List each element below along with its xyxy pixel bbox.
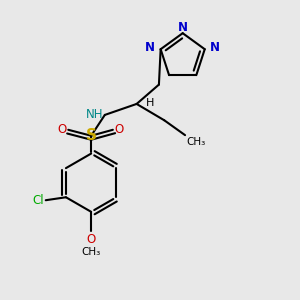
Text: CH₃: CH₃: [187, 136, 206, 147]
Text: Cl: Cl: [32, 194, 44, 207]
Text: H: H: [146, 98, 154, 108]
Text: CH₃: CH₃: [82, 247, 101, 257]
Text: N: N: [145, 41, 155, 54]
Text: S: S: [85, 128, 97, 143]
Text: O: O: [115, 123, 124, 136]
Text: N: N: [178, 21, 188, 34]
Text: N: N: [210, 41, 220, 54]
Text: O: O: [86, 233, 96, 246]
Text: O: O: [57, 123, 67, 136]
Text: NH: NH: [86, 108, 103, 121]
